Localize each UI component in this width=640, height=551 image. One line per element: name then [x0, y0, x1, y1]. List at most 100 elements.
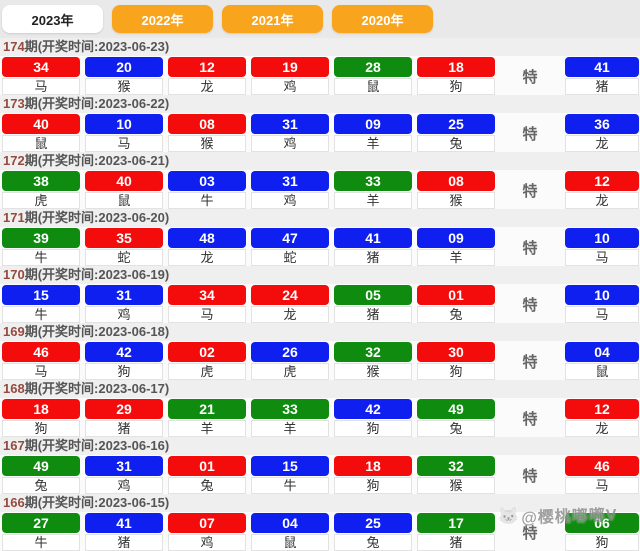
draw-row: 168期(开奖时间:2023-06-17) 18 狗 29 猪 21 羊 33 … — [0, 380, 640, 437]
special-number-ball: 10 — [565, 228, 639, 248]
tab-year-2021[interactable]: 2021年 — [222, 5, 323, 33]
number-cell: 26 虎 — [251, 342, 329, 380]
tab-year-2022[interactable]: 2022年 — [112, 5, 213, 33]
zodiac-label: 兔 — [417, 420, 495, 437]
number-cell: 25 兔 — [334, 513, 412, 551]
special-marker: 特 — [522, 353, 538, 371]
zodiac-label: 狗 — [2, 420, 80, 437]
special-number-cell: 46 马 — [565, 456, 639, 494]
number-ball: 08 — [417, 171, 495, 191]
zodiac-label: 牛 — [2, 249, 80, 266]
special-number-cell: 41 猪 — [565, 57, 639, 95]
period-label: 174 — [3, 39, 25, 54]
zodiac-label: 狗 — [417, 78, 495, 95]
special-number-cell: 04 鼠 — [565, 342, 639, 380]
number-ball: 01 — [417, 285, 495, 305]
special-marker: 特 — [522, 296, 538, 314]
number-cell: 42 狗 — [334, 399, 412, 437]
period-label: 172 — [3, 153, 25, 168]
number-ball: 40 — [85, 171, 163, 191]
zodiac-label: 鸡 — [85, 477, 163, 494]
zodiac-label: 狗 — [334, 420, 412, 437]
draw-numbers-strip: 34 马 20 猴 12 龙 19 鸡 28 鼠 18 狗 特 41 猪 — [0, 56, 640, 95]
number-ball: 01 — [168, 456, 246, 476]
draw-date-label: 期(开奖时间:2023-06-16) — [24, 438, 170, 453]
number-ball: 02 — [168, 342, 246, 362]
year-tabbar: 2023年 2022年 2021年 2020年 — [0, 0, 640, 38]
special-marker: 特 — [522, 524, 538, 542]
zodiac-label: 猪 — [85, 420, 163, 437]
special-number-ball: 06 — [565, 513, 639, 533]
number-cell: 27 牛 — [2, 513, 80, 551]
draw-row: 171期(开奖时间:2023-06-20) 39 牛 35 蛇 48 龙 47 … — [0, 209, 640, 266]
zodiac-label: 猴 — [168, 135, 246, 152]
special-number-cell: 10 马 — [565, 228, 639, 266]
number-ball: 31 — [85, 456, 163, 476]
number-ball: 34 — [168, 285, 246, 305]
number-cell: 17 猪 — [417, 513, 495, 551]
draw-header: 172期(开奖时间:2023-06-21) — [0, 152, 640, 170]
draw-date-label: 期(开奖时间:2023-06-18) — [24, 324, 170, 339]
number-cell: 02 虎 — [168, 342, 246, 380]
number-cell: 18 狗 — [334, 456, 412, 494]
draw-date-label: 期(开奖时间:2023-06-21) — [24, 153, 170, 168]
special-zodiac-label: 鼠 — [565, 363, 639, 380]
zodiac-label: 虎 — [168, 363, 246, 380]
draw-header: 168期(开奖时间:2023-06-17) — [0, 380, 640, 398]
number-cell: 46 马 — [2, 342, 80, 380]
number-ball: 26 — [251, 342, 329, 362]
number-cell: 32 猴 — [417, 456, 495, 494]
draw-date-label: 期(开奖时间:2023-06-23) — [24, 39, 170, 54]
number-cell: 28 鼠 — [334, 57, 412, 95]
period-label: 170 — [3, 267, 25, 282]
zodiac-label: 鸡 — [251, 78, 329, 95]
draw-numbers-strip: 18 狗 29 猪 21 羊 33 羊 42 狗 49 兔 特 12 龙 — [0, 398, 640, 437]
number-ball: 30 — [417, 342, 495, 362]
number-ball: 28 — [334, 57, 412, 77]
number-ball: 40 — [2, 114, 80, 134]
special-number-cell: 06 狗 — [565, 513, 639, 551]
zodiac-label: 狗 — [85, 363, 163, 380]
zodiac-label: 鼠 — [2, 135, 80, 152]
draw-header: 171期(开奖时间:2023-06-20) — [0, 209, 640, 227]
draw-numbers-strip: 49 兔 31 鸡 01 兔 15 牛 18 狗 32 猴 特 46 马 — [0, 455, 640, 494]
number-cell: 08 猴 — [168, 114, 246, 152]
number-ball: 31 — [251, 171, 329, 191]
number-cell: 01 兔 — [168, 456, 246, 494]
special-zodiac-label: 马 — [565, 306, 639, 323]
special-zodiac-label: 龙 — [565, 135, 639, 152]
number-ball: 42 — [334, 399, 412, 419]
number-ball: 32 — [334, 342, 412, 362]
draw-date-label: 期(开奖时间:2023-06-15) — [24, 495, 170, 510]
draw-date-label: 期(开奖时间:2023-06-19) — [24, 267, 170, 282]
draw-date-label: 期(开奖时间:2023-06-20) — [24, 210, 170, 225]
number-ball: 35 — [85, 228, 163, 248]
number-cell: 05 猪 — [334, 285, 412, 323]
zodiac-label: 鼠 — [251, 534, 329, 551]
zodiac-label: 牛 — [2, 306, 80, 323]
zodiac-label: 兔 — [334, 534, 412, 551]
zodiac-label: 龙 — [251, 306, 329, 323]
zodiac-label: 马 — [2, 78, 80, 95]
number-ball: 47 — [251, 228, 329, 248]
zodiac-label: 马 — [168, 306, 246, 323]
zodiac-label: 羊 — [251, 420, 329, 437]
draw-results-list: 174期(开奖时间:2023-06-23) 34 马 20 猴 12 龙 19 … — [0, 38, 640, 551]
number-cell: 33 羊 — [334, 171, 412, 209]
special-marker: 特 — [522, 182, 538, 200]
number-cell: 03 牛 — [168, 171, 246, 209]
zodiac-label: 兔 — [168, 477, 246, 494]
number-ball: 41 — [85, 513, 163, 533]
zodiac-label: 兔 — [417, 306, 495, 323]
number-ball: 18 — [417, 57, 495, 77]
number-cell: 49 兔 — [417, 399, 495, 437]
tab-year-2023[interactable]: 2023年 — [2, 5, 103, 33]
number-ball: 42 — [85, 342, 163, 362]
number-cell: 38 虎 — [2, 171, 80, 209]
number-cell: 32 猴 — [334, 342, 412, 380]
zodiac-label: 鸡 — [251, 192, 329, 209]
tab-year-2020[interactable]: 2020年 — [332, 5, 433, 33]
zodiac-label: 兔 — [417, 135, 495, 152]
number-cell: 39 牛 — [2, 228, 80, 266]
zodiac-label: 羊 — [417, 249, 495, 266]
